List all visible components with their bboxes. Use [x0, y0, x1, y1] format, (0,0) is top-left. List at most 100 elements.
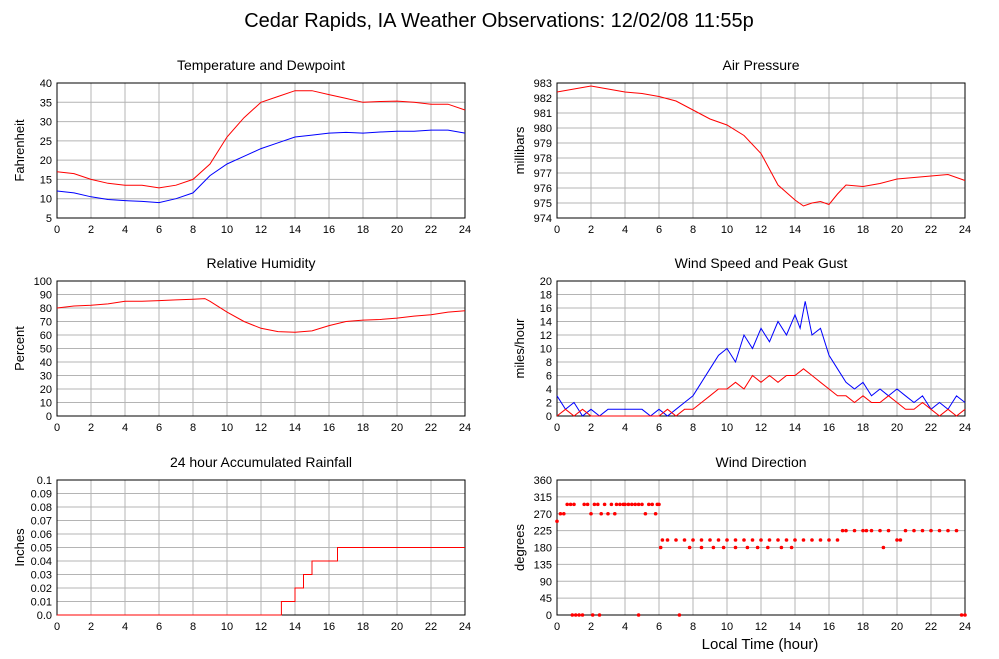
- x-tick-label: 6: [156, 224, 162, 236]
- x-tick-label: 18: [357, 422, 369, 434]
- data-point: [755, 545, 760, 550]
- data-point: [937, 528, 942, 533]
- data-point: [920, 528, 925, 533]
- x-tick-label: 18: [357, 224, 369, 236]
- x-tick-label: 24: [459, 422, 471, 434]
- y-tick-label: 10: [540, 344, 552, 356]
- x-tick-label: 20: [891, 224, 903, 236]
- data-point: [708, 538, 712, 542]
- x-tick-label: 10: [721, 224, 733, 236]
- y-tick-label: 0.02: [31, 583, 52, 595]
- y-tick-label: 180: [534, 543, 552, 555]
- x-tick-label: 14: [789, 621, 801, 633]
- y-axis-label: Inches: [12, 528, 27, 567]
- x-tick-label: 22: [425, 422, 437, 434]
- series-line-1: [556, 301, 966, 417]
- x-tick-label: 12: [255, 224, 267, 236]
- chart-title: Air Pressure: [722, 57, 799, 73]
- data-point: [602, 502, 607, 507]
- x-tick-label: 24: [959, 422, 971, 434]
- x-tick-label: 6: [656, 422, 662, 434]
- data-point: [767, 538, 772, 542]
- data-point: [946, 528, 950, 533]
- x-tick-label: 22: [925, 621, 937, 633]
- x-tick-label: 18: [857, 422, 869, 434]
- y-tick-label: 20: [40, 155, 52, 167]
- x-tick-label: 10: [721, 621, 733, 633]
- y-tick-label: 0.07: [31, 516, 52, 528]
- data-point: [716, 538, 721, 542]
- data-point: [630, 502, 634, 507]
- x-tick-label: 20: [391, 621, 403, 633]
- y-tick-label: 20: [40, 384, 52, 396]
- y-tick-label: 6: [546, 371, 552, 383]
- y-tick-label: 0.06: [31, 529, 52, 541]
- x-tick-label: 22: [425, 224, 437, 236]
- x-tick-label: 0: [54, 224, 60, 236]
- x-tick-label: 24: [459, 224, 471, 236]
- data-point: [568, 502, 573, 507]
- x-tick-label: 8: [190, 224, 196, 236]
- data-point: [742, 538, 746, 542]
- x-tick-label: 8: [690, 224, 696, 236]
- y-tick-label: 360: [534, 475, 552, 487]
- y-tick-label: 0.08: [31, 502, 52, 514]
- y-axis-label: Percent: [12, 326, 27, 371]
- y-axis-label: millibars: [512, 126, 527, 174]
- data-point: [801, 538, 806, 542]
- x-tick-label: 4: [622, 621, 628, 633]
- data-point: [840, 528, 845, 533]
- y-tick-label: 0.0: [37, 610, 52, 622]
- y-tick-label: 12: [540, 330, 552, 342]
- y-tick-label: 25: [40, 136, 52, 148]
- x-tick-label: 24: [959, 224, 971, 236]
- x-tick-label: 14: [289, 224, 301, 236]
- x-tick-label: 2: [88, 422, 94, 434]
- x-tick-label: 24: [459, 621, 471, 633]
- y-tick-label: 315: [534, 492, 552, 504]
- data-point: [647, 502, 651, 507]
- chart-title: Wind Speed and Peak Gust: [675, 255, 848, 271]
- x-tick-label: 16: [323, 621, 335, 633]
- x-tick-label: 0: [54, 422, 60, 434]
- data-point: [835, 538, 840, 542]
- x-tick-label: 0: [554, 621, 560, 633]
- y-tick-label: 40: [40, 78, 52, 90]
- y-tick-label: 980: [534, 123, 552, 135]
- x-tick-label: 12: [755, 422, 767, 434]
- y-tick-label: 2: [546, 398, 552, 410]
- x-tick-label: 22: [925, 224, 937, 236]
- x-tick-label: 0: [54, 621, 60, 633]
- data-point: [733, 538, 738, 542]
- data-point: [818, 538, 823, 542]
- chart-title: Relative Humidity: [207, 255, 316, 271]
- y-tick-label: 0: [546, 610, 552, 622]
- x-tick-label: 16: [323, 224, 335, 236]
- x-tick-label: 12: [755, 224, 767, 236]
- data-point: [618, 502, 622, 507]
- x-tick-label: 8: [190, 422, 196, 434]
- y-tick-label: 982: [534, 93, 552, 105]
- x-tick-label: 12: [255, 621, 267, 633]
- y-tick-label: 0.1: [37, 475, 52, 487]
- y-tick-label: 0.05: [31, 543, 52, 555]
- x-tick-label: 20: [891, 422, 903, 434]
- page-title: Cedar Rapids, IA Weather Observations: 1…: [244, 10, 754, 32]
- data-point: [665, 538, 670, 542]
- data-point: [565, 502, 569, 507]
- data-point: [963, 613, 967, 617]
- data-point: [640, 502, 644, 507]
- y-tick-label: 30: [40, 117, 52, 129]
- x-tick-label: 16: [823, 224, 835, 236]
- data-point: [555, 519, 559, 524]
- data-point: [682, 538, 687, 542]
- data-point: [589, 511, 593, 516]
- y-tick-label: 45: [540, 593, 552, 605]
- data-point: [929, 528, 933, 533]
- plot-frame: [556, 82, 966, 219]
- y-tick-label: 0.09: [31, 489, 52, 501]
- data-point: [779, 545, 784, 550]
- x-tick-label: 2: [588, 422, 594, 434]
- x-tick-label: 14: [789, 422, 801, 434]
